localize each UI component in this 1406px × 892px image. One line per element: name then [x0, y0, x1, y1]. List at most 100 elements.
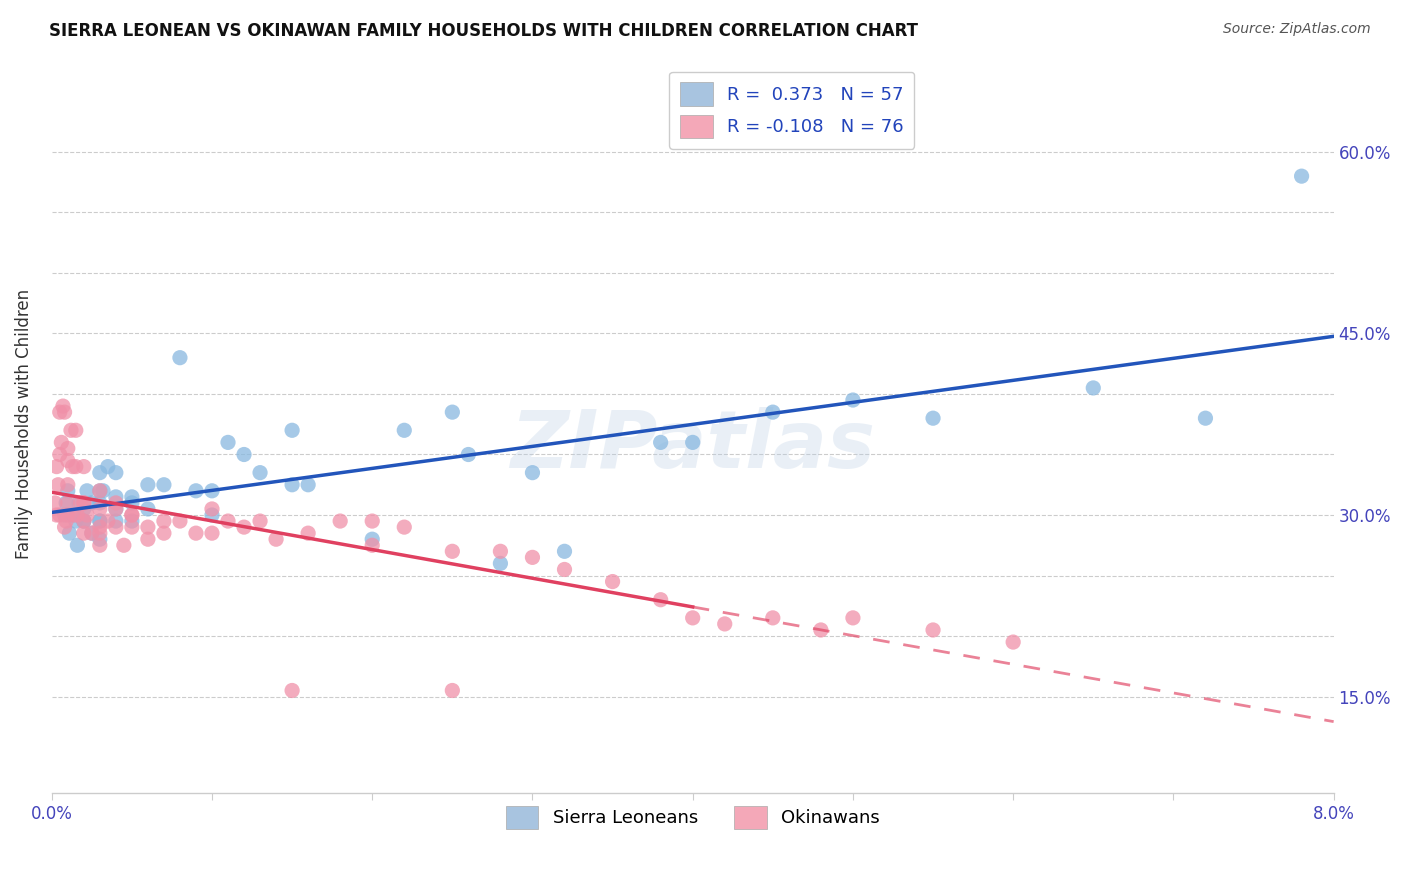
Point — [89, 496, 111, 510]
Point — [89, 466, 111, 480]
Point — [56, 483, 79, 498]
Point — [89, 514, 111, 528]
Text: ZIPatlas: ZIPatlas — [510, 408, 875, 485]
Point — [52, 399, 75, 413]
Point — [297, 477, 319, 491]
Point — [67, 496, 90, 510]
Point — [281, 683, 304, 698]
Point — [65, 459, 87, 474]
Point — [112, 538, 135, 552]
Point — [361, 514, 384, 528]
Point — [233, 448, 256, 462]
Point — [45, 508, 67, 522]
Point — [89, 483, 111, 498]
Point — [136, 520, 159, 534]
Point — [489, 557, 512, 571]
Point — [201, 502, 224, 516]
Point — [73, 502, 96, 516]
Point — [136, 477, 159, 491]
Point — [922, 411, 945, 425]
Point — [73, 514, 96, 528]
Point — [136, 502, 159, 516]
Point — [713, 616, 735, 631]
Point — [65, 514, 87, 528]
Point — [66, 538, 89, 552]
Point — [762, 405, 785, 419]
Point — [65, 423, 87, 437]
Point — [153, 514, 176, 528]
Point — [80, 526, 103, 541]
Point — [1194, 411, 1216, 425]
Point — [45, 459, 67, 474]
Point — [553, 544, 575, 558]
Point — [76, 483, 98, 498]
Point — [201, 526, 224, 541]
Point — [97, 514, 120, 528]
Point — [89, 514, 111, 528]
Point — [217, 435, 239, 450]
Point — [62, 459, 84, 474]
Point — [249, 466, 271, 480]
Point — [1083, 381, 1105, 395]
Point — [59, 423, 82, 437]
Point — [73, 496, 96, 510]
Point — [73, 514, 96, 528]
Point — [49, 448, 72, 462]
Point — [489, 544, 512, 558]
Point — [650, 435, 672, 450]
Y-axis label: Family Households with Children: Family Households with Children — [15, 289, 32, 559]
Point — [329, 514, 352, 528]
Point — [104, 520, 127, 534]
Point — [441, 544, 464, 558]
Point — [553, 562, 575, 576]
Point — [297, 526, 319, 541]
Point — [89, 526, 111, 541]
Legend: Sierra Leoneans, Okinawans: Sierra Leoneans, Okinawans — [499, 798, 887, 836]
Point — [121, 514, 143, 528]
Point — [121, 508, 143, 522]
Point — [121, 508, 143, 522]
Point — [233, 520, 256, 534]
Point — [281, 423, 304, 437]
Point — [56, 477, 79, 491]
Point — [51, 435, 73, 450]
Point — [136, 532, 159, 546]
Point — [184, 483, 207, 498]
Point — [184, 526, 207, 541]
Point — [80, 526, 103, 541]
Point — [650, 592, 672, 607]
Point — [249, 514, 271, 528]
Point — [73, 496, 96, 510]
Point — [602, 574, 624, 589]
Text: SIERRA LEONEAN VS OKINAWAN FAMILY HOUSEHOLDS WITH CHILDREN CORRELATION CHART: SIERRA LEONEAN VS OKINAWAN FAMILY HOUSEH… — [49, 22, 918, 40]
Point — [104, 496, 127, 510]
Point — [63, 508, 86, 522]
Point — [104, 490, 127, 504]
Point — [62, 508, 84, 522]
Point — [49, 405, 72, 419]
Point — [922, 623, 945, 637]
Point — [89, 532, 111, 546]
Point — [217, 514, 239, 528]
Point — [56, 442, 79, 456]
Point — [53, 508, 76, 522]
Point — [121, 490, 143, 504]
Point — [169, 351, 191, 365]
Point — [56, 496, 79, 510]
Point — [49, 508, 72, 522]
Point — [682, 611, 704, 625]
Point — [89, 520, 111, 534]
Point — [201, 483, 224, 498]
Point — [89, 502, 111, 516]
Point — [66, 508, 89, 522]
Point — [44, 496, 66, 510]
Point — [56, 453, 79, 467]
Point — [201, 508, 224, 522]
Point — [69, 496, 91, 510]
Point — [73, 526, 96, 541]
Point — [76, 508, 98, 522]
Point — [121, 496, 143, 510]
Point — [91, 483, 114, 498]
Point — [104, 502, 127, 516]
Point — [73, 514, 96, 528]
